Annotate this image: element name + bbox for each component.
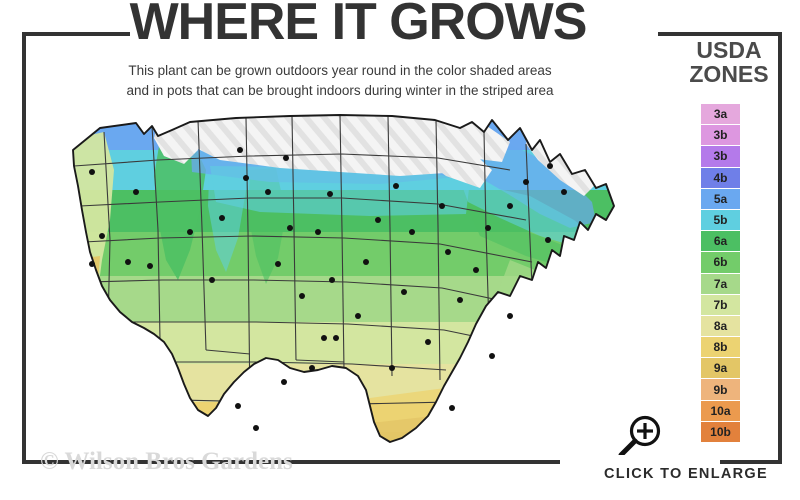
legend-swatch-label: 7a [713, 276, 728, 291]
legend-swatch-3b[interactable]: 3b [701, 125, 740, 147]
legend-swatch-label: 6b [713, 255, 728, 270]
magnifier-plus-icon[interactable] [614, 414, 666, 460]
legend-swatch-label: 8b [713, 340, 728, 355]
frame-border-top-left [22, 32, 130, 36]
legend-swatch-5b[interactable]: 5b [701, 209, 740, 232]
legend-swatch-7a[interactable]: 7a [701, 273, 740, 295]
frame-border-left [22, 32, 26, 464]
watermark: © Wilson Bros Gardens [40, 448, 293, 475]
usa-national-outline [72, 114, 615, 443]
legend-swatch-8b[interactable]: 8b [701, 337, 740, 359]
page-title: WHERE IT GROWS [129, 0, 588, 51]
subtitle-line-1: This plant can be grown outdoors year ro… [128, 63, 552, 78]
legend-swatch-label: 4b [713, 170, 728, 185]
legend-swatch-label: 10b [710, 424, 731, 439]
legend-swatch-8a[interactable]: 8a [701, 315, 740, 338]
legend-swatch-label: 5b [713, 213, 728, 228]
map-striped-region [154, 115, 596, 442]
legend-swatch-9a[interactable]: 9a [701, 358, 740, 380]
click-to-enlarge-label[interactable]: CLICK TO ENLARGE [604, 466, 768, 482]
legend-swatch-3a[interactable]: 3a [701, 104, 740, 126]
legend-swatch-label: 3b [713, 149, 728, 164]
legend-swatch-10b[interactable]: 10b [701, 421, 740, 443]
legend-swatch-label: 6a [713, 234, 728, 249]
legend-swatch-3b-dup[interactable]: 3b [701, 146, 740, 168]
legend-title-line-1: USDA [696, 37, 762, 63]
legend-swatch-4b[interactable]: 4b [701, 167, 740, 189]
frame-border-right [778, 32, 782, 464]
legend-swatch-6b[interactable]: 6b [701, 252, 740, 274]
frame-border-top-right [658, 32, 782, 36]
legend-swatch-label: 7b [713, 297, 728, 312]
subtitle-line-2: and in pots that can be brought indoors … [126, 82, 554, 98]
legend-title-line-2: ZONES [689, 61, 769, 88]
legend-swatch-label: 9b [713, 382, 728, 397]
legend-swatch-6a[interactable]: 6a [701, 231, 740, 253]
legend-swatch-10a[interactable]: 10a [701, 400, 740, 422]
legend-swatch-label: 3a [713, 107, 728, 122]
frame-border-bottom [22, 460, 782, 464]
legend-swatch-label: 8a [713, 318, 728, 333]
usda-zone-legend[interactable]: 3a 3b 3b 4b 5a 5b 6a 6b 7a 7b 8a 8b 9a 9b 10a 10b [701, 104, 740, 443]
frame-gap-bottom [560, 455, 720, 469]
legend-swatch-label: 9a [713, 361, 728, 376]
legend-swatch-9b[interactable]: 9b [701, 379, 740, 401]
legend-swatch-7b[interactable]: 7b [701, 294, 740, 316]
legend-swatch-label: 5a [713, 191, 728, 206]
legend-title: USDA ZONES [664, 38, 794, 86]
subtitle: This plant can be grown outdoors year ro… [30, 61, 650, 100]
usda-zone-map[interactable] [40, 110, 660, 460]
legend-swatch-label: 10a [710, 403, 731, 418]
city-dots [89, 147, 567, 431]
legend-swatch-5a[interactable]: 5a [701, 188, 740, 210]
legend-swatch-label: 3b [713, 128, 728, 143]
